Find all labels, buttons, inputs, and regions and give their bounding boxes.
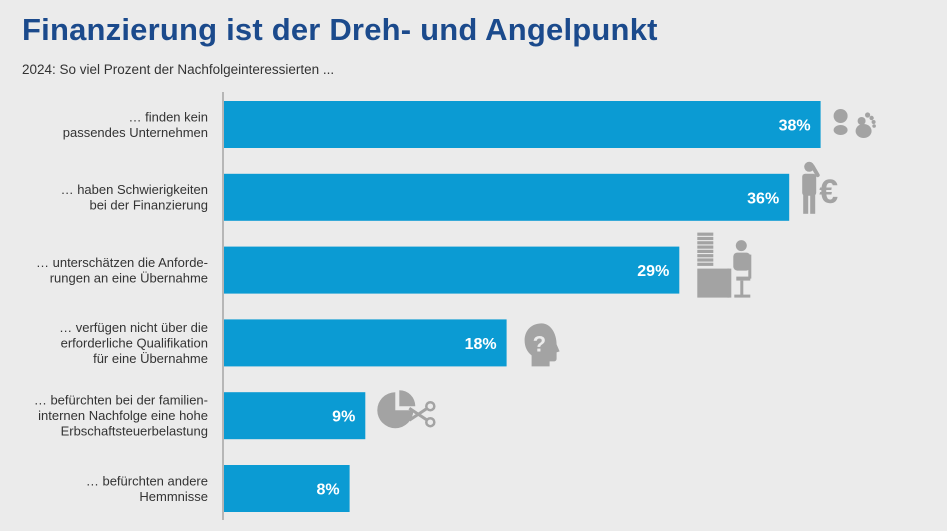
- bar-5: [224, 392, 366, 440]
- bar-1: [224, 101, 821, 148]
- svg-text:?: ?: [533, 331, 546, 356]
- value-label-2: 36%: [747, 190, 779, 207]
- value-label-1: 38%: [779, 118, 811, 135]
- category-label-5: … befürchten bei der familien-internen N…: [34, 393, 208, 439]
- category-label-3: … unterschätzen die Anforde-rungen an ei…: [36, 255, 208, 286]
- category-label-1: … finden kein passendes Unternehmen: [63, 109, 208, 140]
- svg-text:€: €: [819, 173, 838, 211]
- value-label-6: 8%: [316, 482, 339, 499]
- bar-2: [224, 173, 790, 221]
- desk-worker-icon: [697, 232, 752, 298]
- bar-6: [224, 465, 350, 512]
- category-label-6: … befürchten andere Hemmnisse: [86, 473, 208, 504]
- category-label-2: … haben Schwierigkeiten bei der Finanzier…: [61, 182, 208, 213]
- category-label-4: … verfügen nicht über die erforderliche Q…: [59, 320, 208, 366]
- value-label-4: 18%: [465, 336, 497, 353]
- person-euro-icon: €: [802, 161, 838, 214]
- head-question-icon: ?: [524, 323, 560, 367]
- bar-3: [224, 246, 680, 294]
- bar-4: [224, 319, 507, 367]
- pie-scissors-icon: [377, 390, 436, 429]
- value-label-5: 9%: [332, 409, 355, 426]
- footprints-icon: [833, 109, 876, 138]
- chart-subtitle: 2024: So viel Prozent der Nachfolgeinter…: [22, 62, 335, 77]
- value-label-3: 29%: [637, 263, 669, 280]
- chart-title: Finanzierung ist der Dreh- und Angelpunk…: [22, 12, 658, 47]
